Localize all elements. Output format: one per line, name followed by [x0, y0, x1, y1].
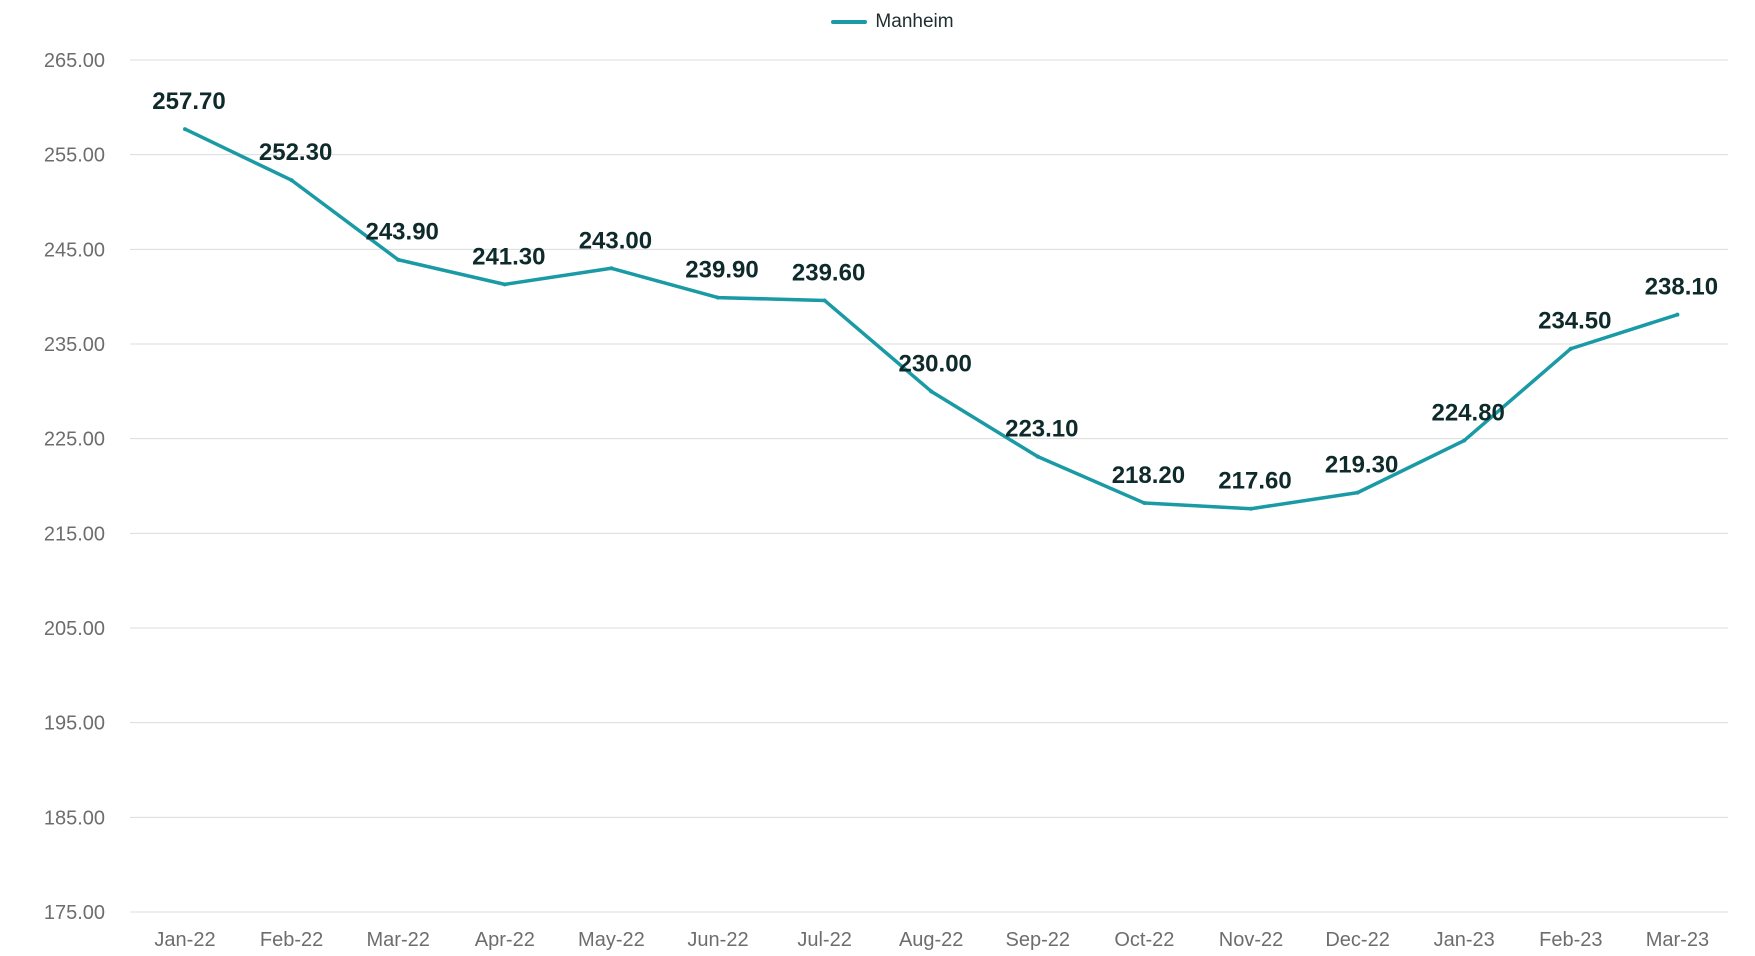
legend-item-manheim: Manheim	[831, 11, 954, 33]
x-tick-label: Feb-22	[260, 929, 323, 951]
data-point	[183, 127, 187, 132]
x-tick-label: Feb-23	[1539, 929, 1602, 951]
data-point	[1142, 501, 1147, 506]
data-point	[1355, 490, 1360, 495]
data-point	[1035, 454, 1040, 459]
y-tick-label: 255.00	[44, 145, 105, 167]
y-tick-label: 185.00	[44, 807, 105, 829]
data-label: 218.20	[1112, 462, 1185, 489]
x-tick-label: Jul-22	[797, 929, 851, 951]
data-label: 230.00	[898, 350, 971, 377]
data-label: 224.80	[1431, 400, 1504, 427]
data-point	[289, 178, 294, 183]
data-point	[396, 257, 401, 262]
x-tick-label: Nov-22	[1219, 929, 1283, 951]
data-point	[502, 282, 507, 287]
legend: Manheim	[0, 8, 1755, 33]
x-tick-label: Mar-22	[367, 929, 430, 951]
data-label: 243.00	[579, 227, 652, 254]
data-label: 223.10	[1005, 416, 1078, 443]
series-line	[184, 127, 1678, 511]
x-tick-label: Apr-22	[475, 929, 535, 951]
data-point	[609, 266, 614, 271]
y-tick-label: 245.00	[44, 239, 105, 261]
legend-label: Manheim	[875, 11, 954, 32]
data-label: 252.30	[259, 139, 332, 166]
data-point	[716, 295, 720, 300]
legend-line-swatch	[831, 20, 868, 24]
data-label: 241.30	[472, 243, 545, 270]
data-label: 257.70	[152, 88, 225, 115]
data-point	[1249, 506, 1253, 511]
data-label: 217.60	[1218, 468, 1291, 495]
data-label: 238.10	[1645, 274, 1718, 301]
x-tick-label: Jun-22	[687, 929, 748, 951]
data-point	[1568, 346, 1573, 351]
y-tick-label: 265.00	[44, 50, 105, 72]
x-tick-label: Oct-22	[1114, 929, 1174, 951]
y-tick-label: 235.00	[44, 334, 105, 356]
y-tick-label: 205.00	[44, 618, 105, 640]
data-label: 239.90	[685, 257, 758, 284]
gridlines	[130, 59, 1728, 913]
data-label: 234.50	[1538, 308, 1611, 335]
x-tick-label: Jan-23	[1434, 929, 1495, 951]
x-tick-label: Sep-22	[1006, 929, 1071, 951]
data-point	[1675, 312, 1680, 317]
x-tick-label: Jan-22	[154, 929, 215, 951]
x-tick-label: Mar-23	[1646, 929, 1709, 951]
data-labels: 257.70 252.30 243.90 241.30 243.00 239.90 239.…	[152, 88, 1718, 495]
y-tick-label: 215.00	[44, 523, 105, 545]
x-tick-label: Aug-22	[899, 929, 964, 951]
series-manheim	[183, 127, 1680, 511]
y-axis-ticks: 265.00 255.00 245.00 235.00 225.00 215.00 205.…	[44, 50, 105, 924]
data-label: 239.60	[792, 259, 865, 286]
x-tick-label: May-22	[578, 929, 645, 951]
x-axis-ticks: Jan-22 Feb-22 Mar-22 Apr-22 May-22 Jun-22 Jul-…	[154, 929, 1709, 951]
y-tick-label: 225.00	[44, 429, 105, 451]
data-point	[929, 389, 934, 394]
data-label: 243.90	[365, 219, 438, 246]
x-tick-label: Dec-22	[1325, 929, 1389, 951]
data-label: 219.30	[1325, 452, 1398, 479]
data-point	[1462, 438, 1467, 443]
data-point	[822, 298, 827, 303]
y-tick-label: 175.00	[44, 902, 105, 924]
y-tick-label: 195.00	[44, 713, 105, 735]
